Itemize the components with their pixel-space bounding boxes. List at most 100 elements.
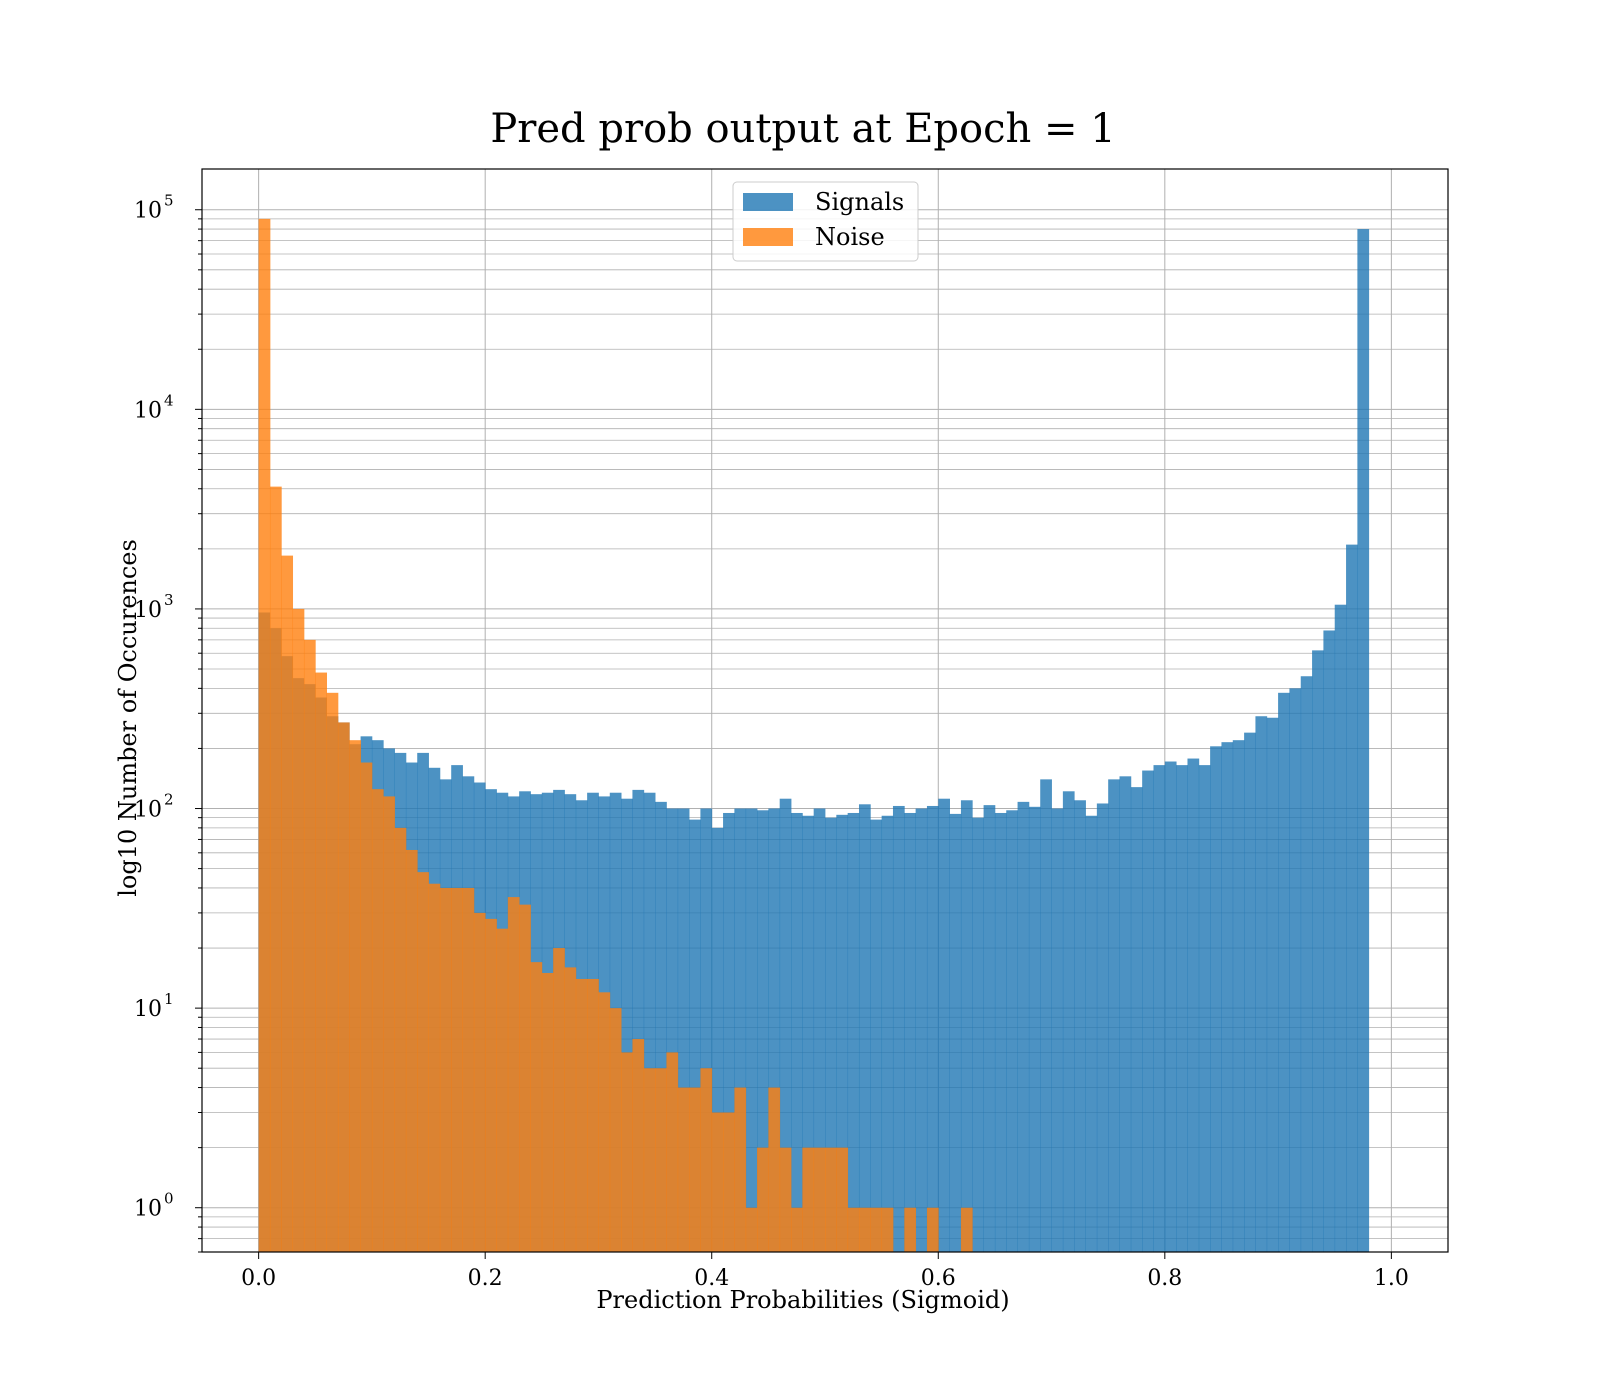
chart-title: Pred prob output at Epoch = 1	[490, 106, 1115, 152]
bar-signals	[1312, 650, 1324, 1252]
bar-signals	[1142, 770, 1154, 1252]
legend-swatch-noise	[743, 228, 793, 246]
bar-noise	[666, 1052, 679, 1252]
bar-signals	[825, 817, 837, 1252]
bar-noise	[564, 967, 577, 1252]
bar-noise	[711, 1112, 724, 1252]
bar-signals	[949, 813, 962, 1252]
y-tick-label: 10	[134, 398, 162, 423]
axes-frame	[201, 168, 1449, 1253]
bar-signals	[1346, 544, 1358, 1252]
bar-signals	[915, 808, 928, 1252]
bar-noise	[496, 928, 509, 1252]
y-tick-exponent: 1	[164, 990, 174, 1008]
bar-noise	[439, 887, 452, 1252]
bar-noise	[541, 972, 554, 1252]
bar-noise	[428, 883, 441, 1252]
bar-noise	[632, 1039, 645, 1252]
bar-signals	[677, 808, 690, 1252]
bar-signals	[632, 789, 645, 1252]
bar-noise	[598, 992, 611, 1252]
y-tick-label: 10	[134, 997, 162, 1022]
bar-signals	[791, 812, 803, 1252]
bar-signals	[926, 805, 939, 1252]
bar-noise	[258, 218, 271, 1252]
bar-noise	[383, 796, 395, 1252]
bar-signals	[1062, 791, 1075, 1252]
bar-noise	[587, 978, 599, 1252]
bar-noise	[575, 978, 588, 1252]
bar-noise	[847, 1207, 860, 1252]
bar-noise	[813, 1147, 826, 1252]
bar-noise	[451, 887, 463, 1252]
bar-noise	[757, 1147, 769, 1252]
bar-noise	[417, 872, 429, 1252]
bar-noise	[870, 1207, 883, 1252]
bar-signals	[836, 814, 849, 1252]
bar-signals	[870, 819, 883, 1252]
bar-noise	[337, 722, 350, 1252]
y-tick-exponent: 2	[164, 791, 174, 809]
bar-noise	[405, 849, 418, 1252]
bar-noise	[609, 1008, 622, 1252]
bar-noise	[462, 887, 475, 1252]
x-axis-label: Prediction Probabilities (Sigmoid)	[596, 1286, 1009, 1314]
bar-noise	[519, 904, 531, 1252]
bar-signals	[881, 815, 894, 1252]
legend-label-noise: Noise	[815, 223, 885, 251]
bar-noise	[655, 1068, 667, 1252]
bar-signals	[1357, 229, 1370, 1252]
bar-signals	[1006, 810, 1018, 1252]
bar-signals	[1232, 740, 1245, 1252]
bar-signals	[960, 800, 973, 1252]
y-tick-exponent: 4	[164, 391, 174, 409]
bar-signals	[734, 808, 747, 1252]
bar-signals	[1176, 765, 1188, 1252]
bar-noise	[473, 912, 486, 1252]
bar-signals	[1289, 688, 1302, 1252]
bar-signals	[723, 812, 735, 1252]
bar-signals	[1255, 716, 1268, 1252]
bar-signals	[1028, 806, 1041, 1252]
bar-noise	[779, 1147, 792, 1252]
bar-noise	[349, 740, 361, 1252]
bar-signals	[1187, 758, 1200, 1252]
bar-signals	[700, 808, 713, 1252]
bar-signals	[892, 805, 905, 1252]
bar-noise	[700, 1068, 713, 1252]
bar-noise	[689, 1087, 701, 1252]
y-tick-label: 10	[134, 798, 162, 823]
bar-signals	[689, 819, 701, 1252]
bar-signals	[1051, 808, 1064, 1252]
bar-signals	[1334, 604, 1347, 1252]
bar-noise	[904, 1207, 917, 1252]
bar-signals	[1300, 676, 1313, 1252]
bar-signals	[1198, 765, 1211, 1252]
bar-signals	[1278, 692, 1290, 1252]
bar-signals	[745, 808, 758, 1252]
bar-signals	[972, 817, 984, 1252]
bar-noise	[858, 1207, 871, 1252]
bar-signals	[858, 804, 871, 1252]
bar-signals	[1244, 732, 1256, 1252]
bar-noise	[960, 1207, 973, 1252]
bar-signals	[847, 812, 860, 1252]
y-tick-exponent: 3	[164, 591, 174, 609]
legend-swatch-signals	[743, 193, 793, 211]
bar-signals	[813, 808, 826, 1252]
bar-signals	[1164, 761, 1177, 1252]
bar-noise	[926, 1207, 939, 1252]
bar-signals	[1221, 742, 1234, 1252]
bar-noise	[530, 962, 543, 1252]
bar-signals	[666, 808, 679, 1252]
bar-signals	[802, 815, 815, 1252]
bar-noise	[292, 608, 305, 1252]
bar-signals	[904, 812, 917, 1252]
x-tick-label: 0.8	[1147, 1266, 1182, 1291]
legend: Signals Noise	[732, 181, 919, 262]
y-tick-label: 10	[134, 598, 162, 623]
bar-noise	[881, 1207, 894, 1252]
bar-noise	[791, 1207, 803, 1252]
